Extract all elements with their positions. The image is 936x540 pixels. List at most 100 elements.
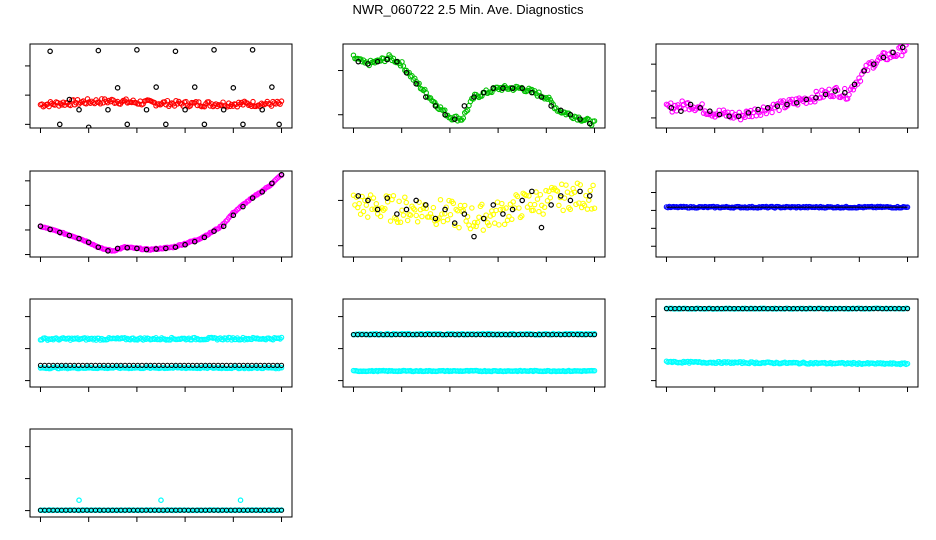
data-point	[588, 206, 595, 212]
data-point	[803, 96, 810, 103]
data-point	[363, 202, 370, 208]
data-point	[474, 219, 481, 226]
data-point	[687, 101, 694, 108]
data-point	[364, 214, 371, 220]
data-point	[863, 62, 869, 69]
data-point	[543, 187, 549, 194]
series-ave	[355, 56, 593, 127]
data-point	[509, 85, 516, 92]
data-point	[904, 306, 911, 312]
data-point	[560, 207, 566, 214]
data-point	[400, 63, 407, 69]
data-point	[380, 207, 387, 213]
series-raw-low	[663, 358, 911, 368]
data-point	[105, 248, 111, 254]
series-raw-low	[350, 367, 598, 375]
data-point	[529, 188, 535, 195]
data-point	[587, 187, 593, 194]
data-point	[374, 58, 381, 65]
data-point	[394, 219, 401, 226]
data-point	[557, 193, 564, 199]
data-point	[826, 86, 832, 93]
data-point	[95, 244, 102, 250]
data-point	[856, 75, 862, 81]
data-point	[84, 96, 91, 102]
data-point	[182, 241, 188, 248]
data-point	[763, 110, 770, 117]
data-point	[211, 47, 217, 53]
plot-frame	[29, 428, 293, 518]
data-point	[514, 193, 521, 200]
plot-frame	[342, 43, 606, 129]
data-point	[541, 204, 548, 211]
data-point	[563, 182, 569, 188]
data-point	[516, 205, 522, 211]
data-point	[500, 211, 506, 217]
data-point	[480, 227, 487, 233]
plot-area	[37, 334, 285, 372]
chart-panel-1	[25, 43, 293, 133]
data-point	[497, 206, 504, 213]
data-point	[249, 47, 256, 53]
plot-frame	[342, 170, 606, 258]
chart-panel-10	[25, 428, 293, 522]
data-point	[526, 193, 532, 199]
data-point	[114, 245, 121, 252]
chart-panel-2	[338, 43, 606, 133]
data-point	[355, 193, 362, 199]
plot-area	[350, 180, 598, 240]
series-ave	[350, 332, 598, 338]
data-point	[182, 106, 188, 113]
plot-frame	[29, 170, 293, 258]
data-point	[716, 111, 723, 118]
data-point	[119, 99, 125, 105]
data-point	[161, 99, 168, 105]
data-point	[437, 196, 444, 203]
data-point	[467, 225, 474, 232]
data-point	[240, 203, 246, 210]
data-point	[486, 222, 492, 229]
data-point	[769, 109, 775, 116]
data-point	[571, 189, 578, 195]
data-point	[757, 112, 764, 118]
data-point	[451, 220, 458, 226]
data-point	[460, 207, 467, 214]
data-point	[191, 84, 198, 90]
series-ave	[663, 306, 911, 312]
data-point	[423, 205, 429, 212]
data-point	[436, 215, 442, 221]
data-point	[842, 89, 848, 96]
data-point	[402, 194, 408, 200]
data-point	[501, 221, 508, 228]
series-ave	[47, 47, 282, 128]
data-point	[493, 207, 499, 214]
data-point	[230, 85, 237, 91]
data-point	[240, 121, 246, 128]
data-point	[399, 207, 405, 214]
data-point	[433, 221, 439, 228]
data-point	[890, 49, 896, 56]
data-point	[225, 100, 232, 106]
data-point	[450, 200, 457, 207]
data-point	[519, 213, 525, 219]
data-point	[384, 56, 391, 63]
data-point	[446, 197, 452, 204]
data-point	[519, 85, 526, 92]
data-point	[387, 218, 394, 224]
data-point	[365, 61, 371, 67]
data-point	[591, 367, 598, 374]
data-point	[172, 48, 179, 55]
data-point	[220, 106, 227, 113]
chart-panel-3	[651, 43, 919, 133]
series-raw	[37, 172, 285, 254]
data-point	[469, 205, 475, 211]
data-point	[370, 195, 377, 201]
data-point	[707, 108, 713, 115]
data-point	[544, 198, 551, 204]
data-point	[538, 94, 545, 100]
data-point	[140, 101, 146, 107]
plot-frame	[655, 298, 919, 388]
data-point	[591, 332, 598, 338]
data-point	[227, 213, 233, 219]
data-point	[480, 89, 487, 96]
